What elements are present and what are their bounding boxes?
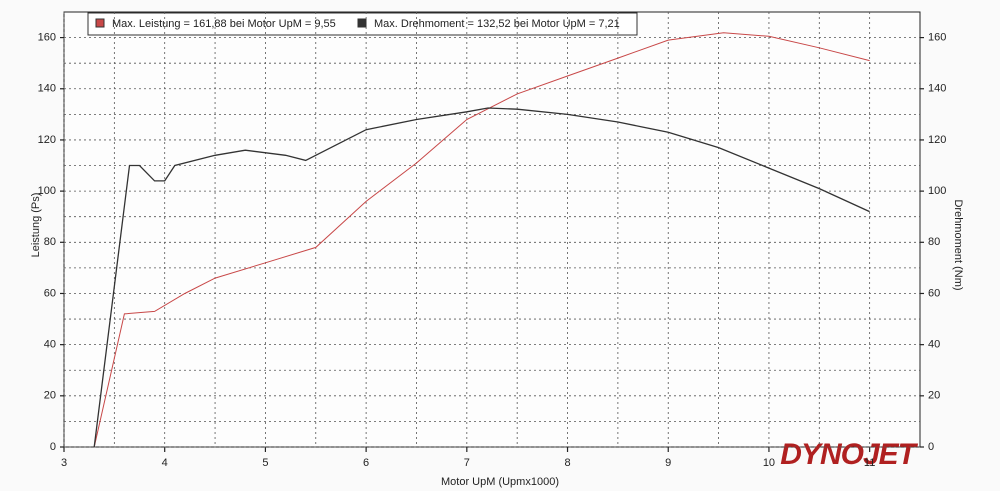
- x-tick-label: 11: [864, 457, 875, 469]
- legend-label: Max. Drehmoment = 132,52 bei Motor UpM =…: [374, 18, 620, 30]
- y-tick-label: 160: [38, 31, 56, 43]
- y-tick-label: 120: [38, 134, 56, 146]
- series-line: [93, 107, 870, 448]
- x-tick-label: 9: [665, 457, 671, 469]
- y-tick-label: 0: [50, 441, 56, 453]
- y2-tick-label: 20: [928, 390, 940, 402]
- y-tick-label: 80: [44, 236, 56, 248]
- y2-tick-label: 140: [928, 83, 946, 95]
- legend-label: Max. Leistung = 161,88 bei Motor UpM = 9…: [112, 18, 336, 30]
- y2-axis-label: Drehmoment (Nm): [952, 199, 964, 290]
- y-tick-label: 40: [44, 339, 56, 351]
- series-line: [93, 32, 870, 448]
- x-tick-label: 3: [61, 457, 67, 469]
- y2-tick-label: 40: [928, 339, 940, 351]
- x-tick-label: 6: [363, 457, 369, 469]
- y-tick-label: 140: [38, 83, 56, 95]
- y2-tick-label: 100: [928, 185, 946, 197]
- x-tick-label: 7: [464, 457, 470, 469]
- logo: DYNOJET: [780, 438, 918, 471]
- y2-tick-label: 120: [928, 134, 946, 146]
- y2-tick-label: 160: [928, 31, 946, 43]
- y-tick-label: 20: [44, 390, 56, 402]
- y2-tick-label: 60: [928, 287, 940, 299]
- x-tick-label: 8: [564, 457, 570, 469]
- y-axis-label: Leistung (Ps): [30, 193, 42, 258]
- x-tick-label: 4: [162, 457, 168, 469]
- plot-area: [63, 11, 921, 448]
- y-tick-label: 100: [38, 185, 56, 197]
- x-tick-label: 5: [262, 457, 268, 469]
- x-axis-label: Motor UpM (Upmx1000): [441, 476, 559, 488]
- y2-tick-label: 0: [928, 441, 934, 453]
- y2-tick-label: 80: [928, 236, 940, 248]
- y-tick-label: 60: [44, 287, 56, 299]
- legend-swatch: [357, 18, 367, 28]
- legend-swatch: [95, 18, 105, 28]
- x-tick-label: 10: [763, 457, 775, 469]
